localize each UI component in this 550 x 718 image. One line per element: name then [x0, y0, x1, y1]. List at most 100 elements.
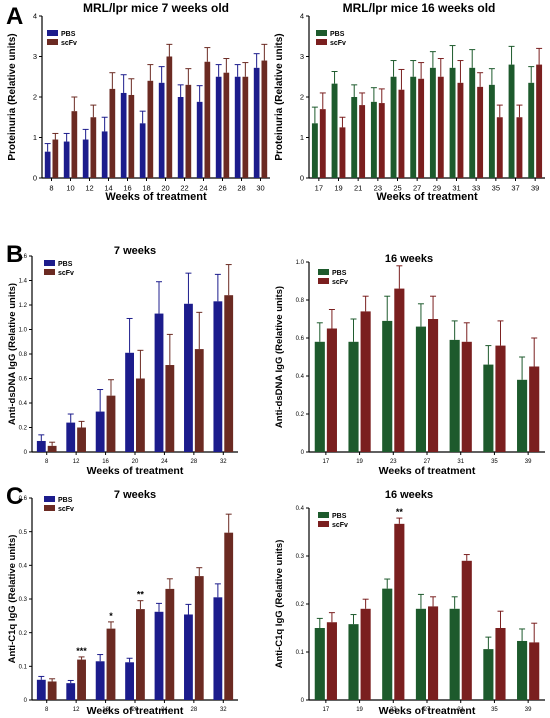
panel-letter-a: A — [6, 3, 23, 30]
bar-scfv-10 — [71, 111, 78, 178]
x-tick-label: 10 — [66, 184, 74, 193]
bar-scfv-21 — [359, 105, 366, 178]
y-tick-label: 0.6 — [19, 496, 28, 502]
x-axis-label: Weeks of treatment — [379, 705, 476, 717]
bar-scfv-33 — [477, 86, 484, 178]
legend-label: scFv — [332, 522, 348, 529]
bar-scfv-23 — [394, 523, 405, 700]
x-tick-label: 23 — [390, 707, 397, 713]
bar-pbs-27 — [415, 608, 426, 700]
bar-pbs-24 — [154, 313, 164, 452]
chart-title: 7 weeks — [114, 245, 156, 257]
y-tick-label: 0.6 — [19, 377, 28, 383]
y-tick-label: 1 — [300, 133, 304, 142]
legend-swatch — [316, 30, 327, 36]
x-tick-label: 20 — [132, 707, 139, 713]
y-tick-label: 0 — [301, 450, 305, 456]
bar-scfv-29 — [437, 76, 444, 178]
x-tick-label: 31 — [457, 707, 464, 713]
bar-pbs-24 — [196, 101, 203, 178]
bar-pbs-16 — [95, 411, 105, 452]
legend-label: PBS — [332, 513, 347, 520]
x-tick-label: 12 — [85, 184, 93, 193]
bar-scfv-31 — [461, 341, 472, 452]
x-tick-label: 37 — [511, 184, 519, 193]
significance-label: ** — [137, 590, 145, 600]
x-axis-label: Weeks of treatment — [105, 191, 207, 203]
x-tick-label: 16 — [102, 707, 109, 713]
bar-scfv-19 — [339, 127, 346, 178]
bar-scfv-19 — [360, 608, 371, 700]
x-axis-label: Weeks of treatment — [376, 191, 478, 203]
x-tick-label: 26 — [218, 184, 226, 193]
x-tick-label: 28 — [191, 707, 198, 713]
bar-pbs-26 — [215, 76, 222, 178]
x-tick-label: 32 — [220, 707, 227, 713]
bar-scfv-24 — [165, 588, 175, 700]
bar-scfv-35 — [496, 117, 503, 178]
chart-c2: 0 0.1 0.2 0.3 0.4 17 19 23 27 31 35 39 ** 16 weeks Wee… — [274, 489, 545, 717]
x-tick-label: 16 — [123, 184, 131, 193]
y-tick-label: 4 — [33, 12, 37, 21]
y-axis-label: Proteinuria (Relative units) — [274, 33, 285, 160]
bar-pbs-23 — [382, 588, 393, 700]
x-tick-label: 8 — [45, 459, 49, 465]
y-tick-label: 0 — [33, 174, 37, 183]
bar-pbs-23 — [370, 101, 377, 178]
y-tick-label: 0.4 — [19, 563, 28, 569]
bar-scfv-14 — [109, 88, 116, 178]
bar-scfv-8 — [47, 681, 57, 700]
y-tick-label: 0.8 — [19, 352, 28, 358]
x-axis-label: Weeks of treatment — [379, 465, 476, 477]
bar-pbs-39 — [528, 82, 535, 178]
legend-swatch — [316, 39, 327, 45]
bar-pbs-28 — [184, 614, 193, 700]
x-tick-label: 19 — [356, 459, 363, 465]
x-tick-label: 23 — [374, 184, 382, 193]
bar-pbs-12 — [66, 422, 76, 452]
x-tick-label: 12 — [73, 459, 80, 465]
bar-scfv-17 — [326, 622, 337, 700]
bar-pbs-20 — [158, 82, 165, 178]
bar-pbs-17 — [311, 123, 318, 178]
x-tick-label: 12 — [73, 707, 80, 713]
legend-label: PBS — [58, 497, 73, 504]
y-axis-label: Proteinuria (Relative units) — [7, 33, 18, 160]
legend-label: PBS — [58, 261, 73, 268]
bar-scfv-24 — [204, 61, 211, 178]
y-tick-label: 0.3 — [296, 554, 305, 560]
legend-swatch — [47, 30, 58, 36]
chart-c1: 00.10.20.30.40.50.68 12 16 20 24 28 32******7 … — [7, 489, 238, 717]
bar-scfv-20 — [136, 378, 145, 452]
bar-scfv-31 — [457, 82, 464, 178]
y-tick-label: 0.2 — [19, 426, 28, 432]
significance-label: *** — [76, 646, 87, 656]
bar-scfv-28 — [194, 349, 204, 452]
x-tick-label: 39 — [525, 707, 532, 713]
bar-scfv-16 — [106, 395, 116, 452]
bar-pbs-8 — [36, 440, 46, 452]
bar-pbs-35 — [483, 364, 494, 452]
y-axis-label: Anti-C1q IgG (Relative units) — [274, 540, 285, 669]
y-tick-label: 1.2 — [19, 303, 28, 309]
chart-title: 16 weeks — [385, 489, 433, 501]
legend-label: PBS — [330, 31, 345, 38]
x-tick-label: 19 — [356, 707, 363, 713]
x-tick-label: 21 — [354, 184, 362, 193]
significance-label: * — [109, 611, 113, 621]
bar-pbs-19 — [348, 624, 359, 700]
legend-label: scFv — [330, 40, 346, 47]
bar-scfv-28 — [242, 76, 249, 178]
bar-pbs-23 — [382, 320, 393, 452]
bar-pbs-16 — [120, 92, 127, 178]
legend-swatch — [318, 512, 329, 518]
bar-pbs-35 — [483, 649, 494, 700]
legend-swatch — [318, 278, 329, 284]
chart-title: MRL/lpr mice 7 weeks old — [83, 1, 229, 15]
y-tick-label: 0.1 — [296, 650, 305, 656]
bar-scfv-16 — [106, 628, 116, 700]
x-tick-label: 31 — [452, 184, 460, 193]
bar-pbs-22 — [177, 97, 184, 178]
y-tick-label: 1.0 — [19, 328, 28, 334]
